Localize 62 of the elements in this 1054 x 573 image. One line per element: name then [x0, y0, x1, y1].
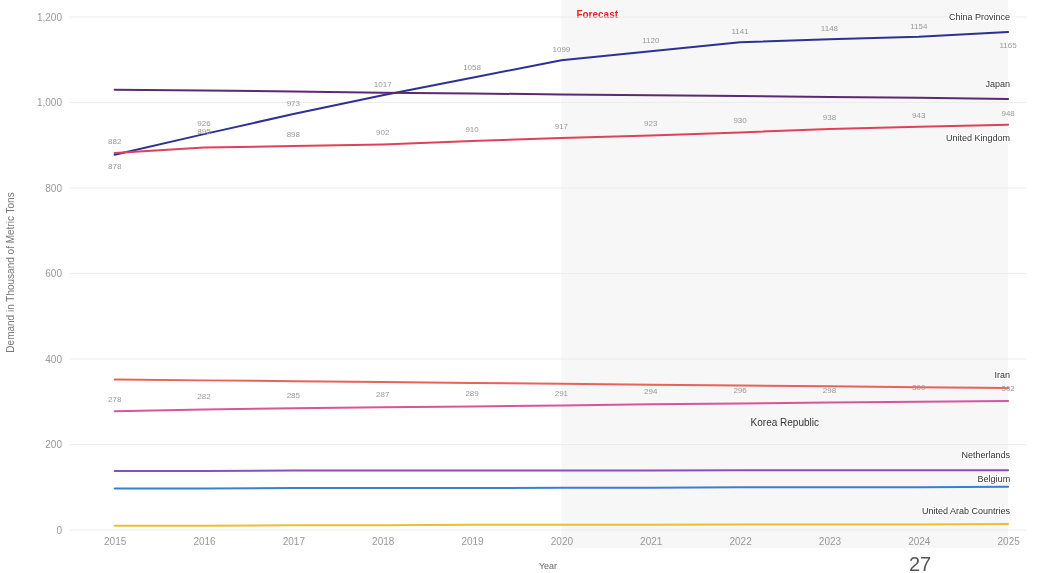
data-label: 930 — [733, 116, 748, 126]
data-label: 926 — [197, 119, 212, 129]
y-tick-label: 400 — [45, 353, 63, 365]
data-label: 917 — [554, 121, 569, 131]
data-label: 948 — [1001, 108, 1016, 118]
y-tick-label: 800 — [45, 182, 63, 194]
series-label: Iran — [994, 370, 1011, 381]
data-label: 294 — [644, 387, 658, 397]
data-label: 282 — [197, 392, 212, 402]
series-label: Belgium — [977, 473, 1011, 484]
series-label: Korea Republic — [750, 416, 819, 428]
data-label: 882 — [107, 136, 122, 146]
x-tick-label: 2022 — [729, 536, 753, 548]
data-label: 285 — [286, 391, 301, 401]
y-tick-label: 1,000 — [36, 97, 63, 109]
series-label: United Kingdom — [946, 132, 1011, 143]
series-label: China Province — [949, 11, 1011, 22]
data-label: 278 — [107, 395, 122, 405]
data-label: 1165 — [999, 40, 1018, 50]
x-tick-label: 2020 — [550, 536, 574, 548]
x-tick-label: 2016 — [193, 536, 217, 548]
data-label: 1154 — [910, 21, 928, 31]
data-label: 973 — [286, 99, 301, 109]
data-label: 1120 — [642, 36, 660, 46]
x-axis-title: Year — [538, 561, 558, 571]
x-tick-label: 2019 — [461, 536, 485, 548]
x-tick-label: 2025 — [997, 536, 1021, 548]
data-label: 898 — [286, 130, 301, 140]
data-label: 287 — [376, 390, 390, 400]
data-label: 302 — [1001, 383, 1016, 393]
y-tick-label: 0 — [56, 524, 63, 536]
x-tick-label: 2021 — [640, 536, 663, 548]
data-label: 1099 — [552, 45, 571, 55]
data-label: 878 — [107, 161, 122, 171]
data-label: 902 — [376, 128, 390, 138]
series-label: Japan — [985, 79, 1011, 90]
y-tick-label: 200 — [45, 439, 63, 451]
x-tick-label: 2023 — [818, 536, 842, 548]
data-label: 298 — [822, 385, 837, 395]
data-label: 1058 — [463, 62, 482, 72]
data-label: 923 — [644, 119, 658, 129]
data-label: 943 — [912, 110, 926, 120]
data-label: 289 — [465, 389, 480, 399]
data-label: 910 — [465, 124, 480, 134]
x-tick-label: 2017 — [282, 536, 306, 548]
data-label: 296 — [733, 386, 748, 396]
data-label: 1148 — [820, 24, 839, 34]
line-series — [113, 88, 1010, 101]
y-axis-title: Demand in Thousand of Metric Tons — [5, 192, 16, 353]
data-label: 938 — [822, 113, 837, 122]
text: 27 — [908, 553, 932, 573]
y-tick-label: 600 — [45, 268, 63, 280]
data-label: 291 — [554, 388, 569, 398]
y-tick-label: 1,200 — [36, 11, 63, 23]
x-tick-label: 2015 — [104, 536, 127, 548]
series-label: Netherlands — [961, 450, 1011, 461]
data-label: 1017 — [373, 80, 393, 90]
series-label: United Arab Countries — [922, 506, 1011, 517]
x-tick-label: 2018 — [372, 536, 395, 548]
x-tick-label: 2024 — [908, 536, 931, 548]
band-label: Forecast — [576, 9, 619, 20]
data-label: 1141 — [731, 27, 750, 37]
